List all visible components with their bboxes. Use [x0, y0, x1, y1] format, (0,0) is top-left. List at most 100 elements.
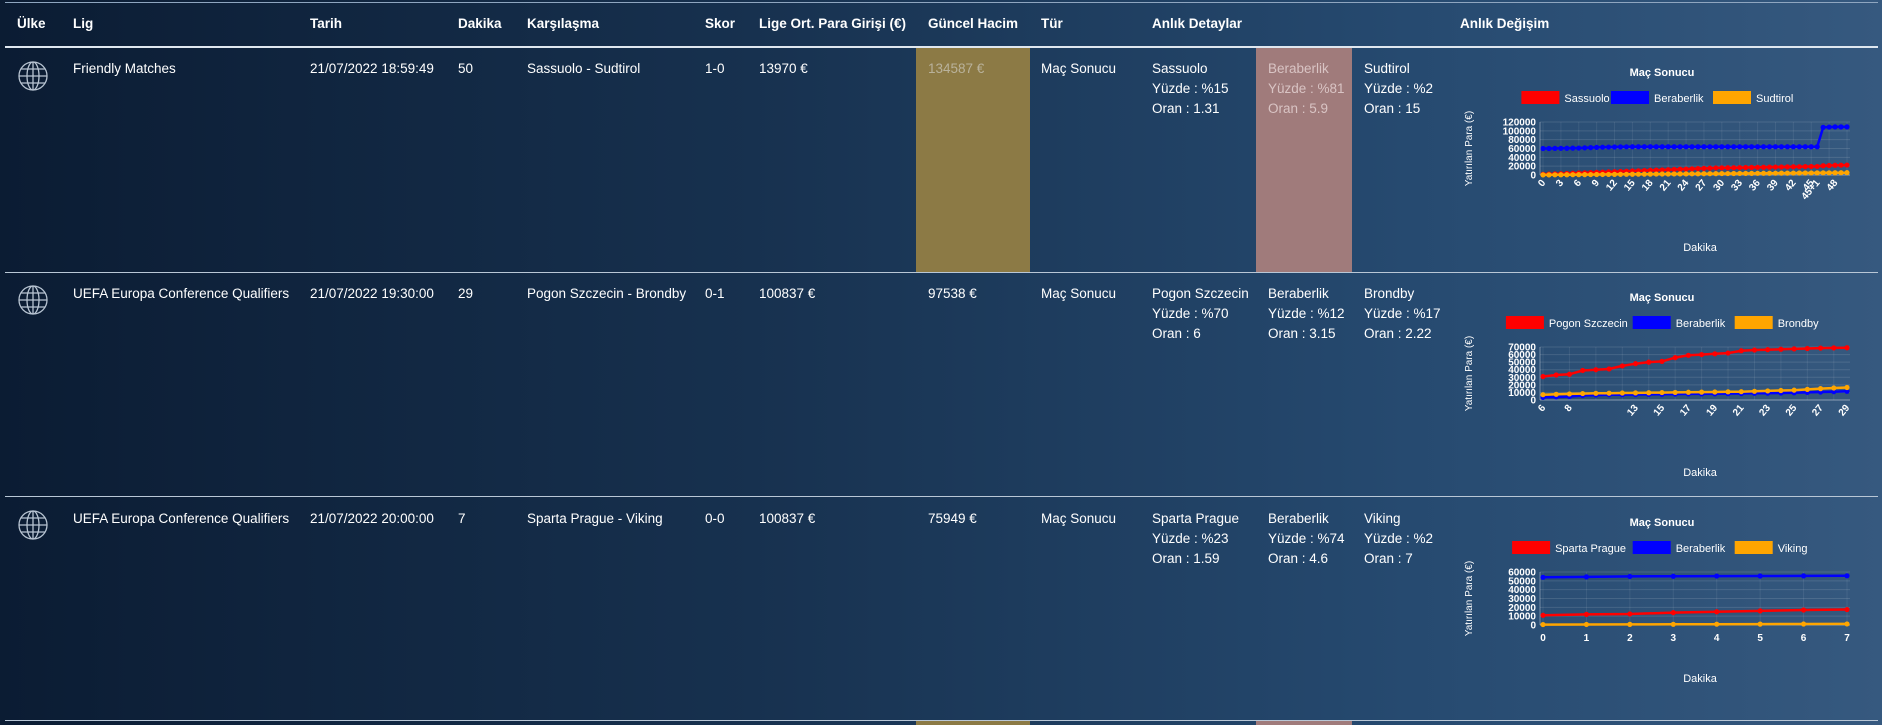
- data-point: [1683, 166, 1689, 172]
- y-axis-label: Yatırılan Para (€): [1464, 561, 1475, 636]
- home-name: Sassuolo: [1152, 61, 1208, 76]
- legend-label: Beraberlik: [1676, 318, 1726, 330]
- home-detail: Pogon Szczecin Yüzde : %70 Oran : 6: [1152, 284, 1249, 344]
- draw-name: Beraberlik: [1268, 511, 1329, 526]
- data-point: [1814, 170, 1820, 176]
- data-point: [1701, 165, 1707, 171]
- header-karsilasma[interactable]: Karşılaşma: [527, 16, 600, 31]
- data-point: [1751, 347, 1758, 353]
- data-point: [1784, 170, 1790, 176]
- data-point: [1566, 391, 1573, 397]
- data-point: [1619, 390, 1625, 396]
- data-point: [1617, 144, 1624, 150]
- data-point: [1800, 621, 1807, 627]
- header-tur[interactable]: Tür: [1041, 16, 1063, 31]
- y-tick-label: 20000: [1508, 603, 1536, 614]
- data-point: [1617, 171, 1624, 177]
- data-point: [1671, 166, 1677, 173]
- data-point: [1751, 388, 1758, 394]
- data-point: [1627, 573, 1633, 580]
- date-cell: 21/07/2022 20:00:00: [310, 511, 434, 526]
- data-point: [1784, 164, 1790, 170]
- header-anlik-detaylar[interactable]: Anlık Detaylar: [1152, 16, 1243, 31]
- data-point: [1737, 170, 1743, 177]
- data-point: [1665, 144, 1671, 150]
- draw-highlight-cell: [1256, 48, 1352, 272]
- data-point: [1553, 372, 1559, 378]
- volume-cell: 134587 €: [928, 61, 985, 76]
- legend-label: Sparta Prague: [1555, 543, 1626, 555]
- legend-label: Beraberlik: [1654, 93, 1704, 105]
- y-tick-label: 120000: [1503, 118, 1537, 129]
- header-guncel-hacim[interactable]: Güncel Hacim: [928, 16, 1019, 31]
- data-point: [1683, 144, 1689, 150]
- y-axis-label: Yatırılan Para (€): [1464, 111, 1475, 186]
- data-point: [1749, 164, 1755, 171]
- data-point: [1558, 145, 1564, 151]
- x-tick-label: 42: [1783, 178, 1799, 194]
- data-point: [1546, 172, 1552, 178]
- data-point: [1566, 371, 1573, 377]
- data-point: [1844, 388, 1850, 394]
- y-tick-label: 10000: [1508, 612, 1536, 623]
- data-point: [1743, 144, 1749, 150]
- data-point: [1790, 170, 1796, 176]
- x-tick-label: 17: [1678, 403, 1694, 419]
- header-divider: [5, 46, 1878, 48]
- legend-label: Sudtirol: [1756, 93, 1793, 105]
- header-lig[interactable]: Lig: [73, 16, 94, 31]
- header-skor[interactable]: Skor: [705, 16, 736, 31]
- data-point: [1671, 144, 1677, 150]
- data-point: [1831, 385, 1837, 391]
- match-cell: Pogon Szczecin - Brondby: [527, 286, 687, 301]
- header-anlik-degisim[interactable]: Anlık Değişim: [1460, 16, 1550, 31]
- data-point: [1670, 610, 1676, 616]
- x-tick-label: 0: [1536, 178, 1548, 190]
- y-tick-label: 20000: [1508, 380, 1536, 391]
- data-point: [1790, 144, 1796, 150]
- series-line-sassuolo: [1542, 163, 1848, 176]
- data-point: [1719, 170, 1725, 177]
- header-tarih[interactable]: Tarih: [310, 16, 343, 31]
- x-tick-label: 27: [1810, 403, 1826, 419]
- x-tick-label: 30: [1712, 178, 1728, 194]
- data-point: [1540, 574, 1546, 580]
- data-point: [1689, 166, 1695, 172]
- x-tick-label: 21: [1731, 403, 1747, 419]
- type-cell: Maç Sonucu: [1041, 286, 1117, 301]
- data-point: [1757, 608, 1763, 614]
- data-point: [1677, 144, 1683, 150]
- data-point: [1707, 171, 1713, 177]
- x-tick-label: 1: [1584, 633, 1590, 644]
- home-pct: Yüzde : %15: [1152, 81, 1229, 96]
- legend-swatch: [1521, 91, 1560, 104]
- series-line-sparta-prague: [1542, 608, 1848, 617]
- data-point: [1570, 145, 1576, 151]
- data-point: [1814, 163, 1820, 170]
- type-cell: Maç Sonucu: [1041, 511, 1117, 526]
- data-point: [1605, 144, 1612, 150]
- data-point: [1671, 171, 1677, 177]
- header-lige-ort[interactable]: Lige Ort. Para Girişi (€): [759, 16, 907, 31]
- row-divider: [5, 720, 1878, 721]
- legend-swatch: [1611, 91, 1649, 104]
- draw-pct: Yüzde : %81: [1268, 81, 1345, 96]
- data-point: [1808, 144, 1814, 150]
- data-point: [1719, 144, 1725, 150]
- data-point: [1772, 170, 1779, 176]
- score-cell: 1-0: [705, 61, 725, 76]
- data-point: [1672, 355, 1678, 361]
- data-point: [1737, 144, 1743, 150]
- data-point: [1635, 144, 1641, 150]
- data-point: [1714, 609, 1720, 615]
- x-tick-label: 9: [1590, 178, 1602, 190]
- data-point: [1695, 144, 1701, 150]
- data-point: [1593, 367, 1599, 373]
- draw-odds: Oran : 5.9: [1268, 101, 1329, 116]
- away-odds: Oran : 15: [1364, 101, 1421, 116]
- header-ulke[interactable]: Ülke: [17, 16, 46, 31]
- draw-odds: Oran : 4.6: [1268, 551, 1329, 566]
- data-point: [1800, 573, 1807, 579]
- header-dakika[interactable]: Dakika: [458, 16, 502, 31]
